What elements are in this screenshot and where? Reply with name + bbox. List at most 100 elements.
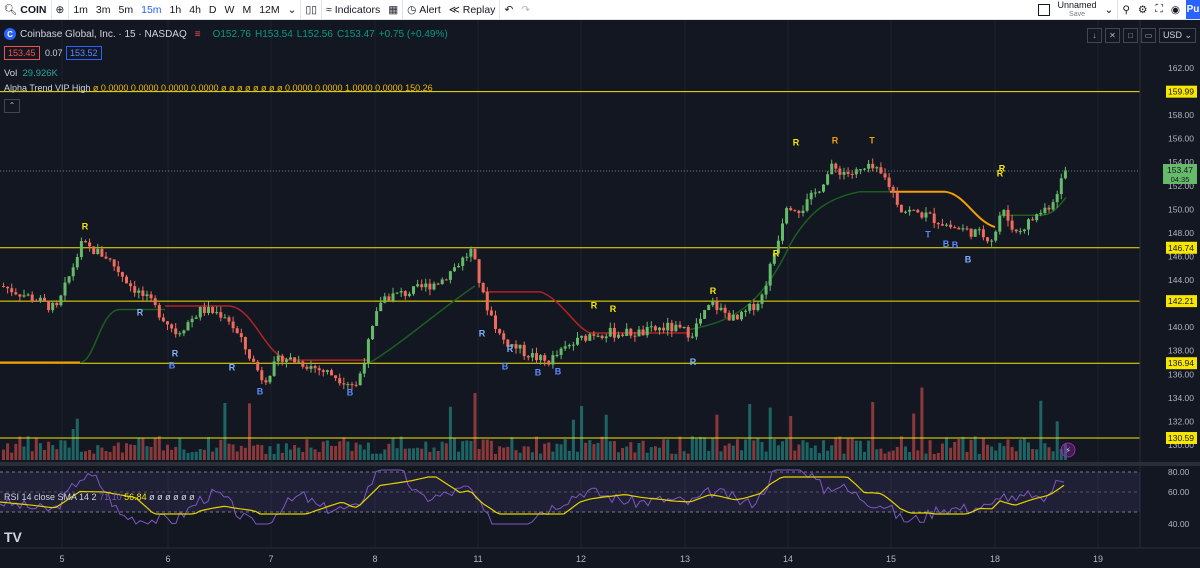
arrow-down-icon[interactable]: ↓: [1087, 28, 1102, 43]
timeframe-d[interactable]: D: [208, 3, 217, 16]
layout-menu[interactable]: Unnamed Save: [1054, 0, 1101, 19]
price-tick: 148.00: [1168, 228, 1194, 238]
indicators-button[interactable]: ≈ Indicators: [322, 0, 384, 19]
volume-bar: [867, 440, 871, 460]
snapshot-button[interactable]: ◉: [1167, 0, 1184, 19]
ohlc-change: +0.75 (+0.49%): [378, 28, 448, 40]
level-tag-bg: [1166, 85, 1197, 98]
volume-bar: [658, 447, 661, 460]
templates-button[interactable]: ▦: [384, 0, 404, 19]
events-icon[interactable]: [1060, 442, 1076, 458]
volume-bar: [453, 437, 456, 460]
add-symbol-button[interactable]: ⊕: [52, 0, 70, 19]
close-icon[interactable]: ✕: [1105, 28, 1120, 43]
volume-bar: [309, 447, 313, 460]
ohlc-close: C153.47: [336, 28, 375, 40]
timeframe-4h[interactable]: 4h: [189, 3, 201, 16]
collapse-legend-button[interactable]: ⌃: [4, 99, 20, 113]
candle-body: [686, 326, 690, 338]
bid-price[interactable]: 153.45: [4, 46, 40, 60]
replay-button[interactable]: ≪ Replay: [445, 0, 501, 19]
symbol-title[interactable]: Coinbase Global, Inc. · 15 · NASDAQ: [20, 28, 187, 40]
volume-bar: [850, 437, 854, 460]
candle-body: [301, 361, 305, 367]
ohlc-open: O152.76: [212, 28, 251, 40]
timeframe-1m[interactable]: 1m: [73, 3, 88, 16]
alert-button[interactable]: ◷ Alert: [403, 0, 445, 19]
volume-bar: [600, 436, 604, 460]
tradingview-logo[interactable]: TV: [4, 529, 23, 545]
timeframe-m[interactable]: M: [242, 3, 252, 16]
symbol-legend: C Coinbase Global, Inc. · 15 · NASDAQ ≡ …: [4, 28, 448, 40]
volume-bar: [535, 436, 538, 460]
volume-bar: [34, 437, 38, 460]
minimize-icon[interactable]: ▭: [1141, 28, 1156, 43]
time-axis[interactable]: 5 6 7 8 11 12 13 14 15 18 19: [59, 554, 1103, 564]
publish-button[interactable]: Pu: [1186, 0, 1200, 19]
candle-body: [822, 184, 825, 192]
undo-button[interactable]: ↶: [500, 0, 517, 19]
candles-icon: ▯▯: [305, 3, 317, 16]
candle-body: [194, 317, 198, 319]
volume-bar: [863, 451, 866, 460]
signal-label: R: [507, 344, 514, 354]
ask-price[interactable]: 153.52: [66, 46, 102, 60]
volume-bar: [47, 441, 51, 460]
timeframe-15m[interactable]: 15m: [141, 3, 162, 16]
redo-icon: ↷: [521, 3, 531, 16]
timeframe-w[interactable]: W: [224, 3, 235, 16]
redo-button[interactable]: ↷: [517, 0, 534, 19]
volume-bar: [981, 438, 985, 460]
price-axis[interactable]: [1140, 20, 1200, 568]
candle-body: [969, 228, 973, 237]
layout-checkbox[interactable]: [1034, 0, 1054, 19]
quick-search-button[interactable]: ⚲: [1118, 0, 1134, 19]
candle-body: [953, 227, 957, 229]
timeframe-1h[interactable]: 1h: [169, 3, 182, 16]
volume-bar: [932, 453, 936, 460]
volume-bar: [858, 440, 862, 460]
rsi-legend[interactable]: RSI 14 close SMA 14 2 71.10 56.84 ø ø ø …: [4, 492, 195, 502]
settings-button[interactable]: ⚙: [1134, 0, 1151, 19]
maximize-icon[interactable]: □: [1123, 28, 1138, 43]
volume-bar: [670, 453, 674, 460]
candle-body: [182, 330, 186, 334]
volume-bar: [666, 439, 670, 460]
volume-bar: [785, 438, 789, 460]
timeframe-3m[interactable]: 3m: [95, 3, 111, 16]
price-tick: 138.00: [1168, 346, 1194, 356]
volume-bar: [141, 437, 145, 460]
candle-body: [727, 312, 731, 321]
layout-dropdown[interactable]: ⌄: [1101, 0, 1119, 19]
volume-bar: [416, 447, 420, 460]
chart-type-button[interactable]: ▯▯: [301, 0, 322, 19]
volume-bar: [26, 436, 30, 460]
currency-selector[interactable]: USD ⌄: [1158, 28, 1196, 43]
pane-separator[interactable]: [0, 462, 1200, 466]
candle-body: [662, 327, 666, 331]
candle-body: [904, 211, 907, 213]
volume-bar: [973, 436, 977, 460]
indicator-legend[interactable]: Alpha Trend VIP High ø 0.0000 0.0000 0.0…: [4, 83, 433, 93]
candle-body: [51, 302, 55, 311]
timeframe-dropdown[interactable]: ⌄: [284, 0, 302, 19]
volume-bar: [330, 445, 333, 460]
volume-bar: [325, 440, 329, 460]
candle-body: [781, 223, 784, 241]
symbol-name: COIN: [20, 3, 47, 16]
pane-controls: ↓ ✕ □ ▭: [1087, 28, 1156, 43]
volume-bar: [809, 448, 813, 460]
volume-bar: [1039, 400, 1043, 460]
volume-bar: [440, 441, 444, 460]
fullscreen-button[interactable]: ⛶: [1151, 0, 1166, 19]
symbol-search[interactable]: 🔍︎ COIN: [0, 0, 52, 19]
volume-bar: [174, 446, 178, 460]
candle-body: [785, 208, 789, 224]
timeframe-12m[interactable]: 12M: [259, 3, 280, 16]
indicators-label: Indicators: [334, 3, 381, 16]
candle-body: [981, 229, 985, 238]
volume-bar: [891, 450, 895, 460]
candle-body: [908, 209, 912, 212]
timeframe-5m[interactable]: 5m: [118, 3, 134, 16]
